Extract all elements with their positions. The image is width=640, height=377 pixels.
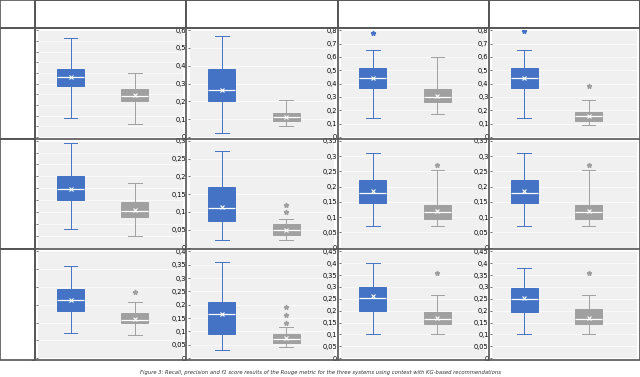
PathPatch shape: [122, 313, 148, 323]
PathPatch shape: [57, 176, 84, 200]
PathPatch shape: [360, 287, 387, 311]
Text: Rouge-Lsum: Rouge-Lsum: [532, 9, 596, 19]
Text: Precision: Precision: [13, 172, 22, 216]
PathPatch shape: [273, 224, 300, 235]
PathPatch shape: [511, 288, 538, 312]
Text: Rouge-L: Rouge-L: [392, 9, 435, 19]
Text: Figure 3: Recall, precision and f1 score results of the Rouge metric for the thr: Figure 3: Recall, precision and f1 score…: [140, 370, 500, 375]
PathPatch shape: [575, 310, 602, 324]
PathPatch shape: [360, 67, 387, 87]
PathPatch shape: [122, 202, 148, 217]
PathPatch shape: [273, 113, 300, 121]
PathPatch shape: [575, 205, 602, 219]
PathPatch shape: [424, 205, 451, 219]
PathPatch shape: [208, 187, 236, 221]
PathPatch shape: [208, 69, 236, 101]
PathPatch shape: [511, 181, 538, 203]
Text: Recall: Recall: [13, 69, 22, 98]
Text: F1: F1: [13, 299, 22, 311]
PathPatch shape: [57, 69, 84, 86]
PathPatch shape: [424, 89, 451, 102]
PathPatch shape: [424, 312, 451, 324]
Text: Rouge-2: Rouge-2: [241, 9, 284, 19]
Text: Rouge-1: Rouge-1: [90, 9, 132, 19]
PathPatch shape: [273, 334, 300, 343]
PathPatch shape: [360, 181, 387, 203]
PathPatch shape: [57, 289, 84, 311]
PathPatch shape: [511, 67, 538, 87]
PathPatch shape: [208, 302, 236, 334]
PathPatch shape: [575, 112, 602, 121]
PathPatch shape: [122, 89, 148, 101]
